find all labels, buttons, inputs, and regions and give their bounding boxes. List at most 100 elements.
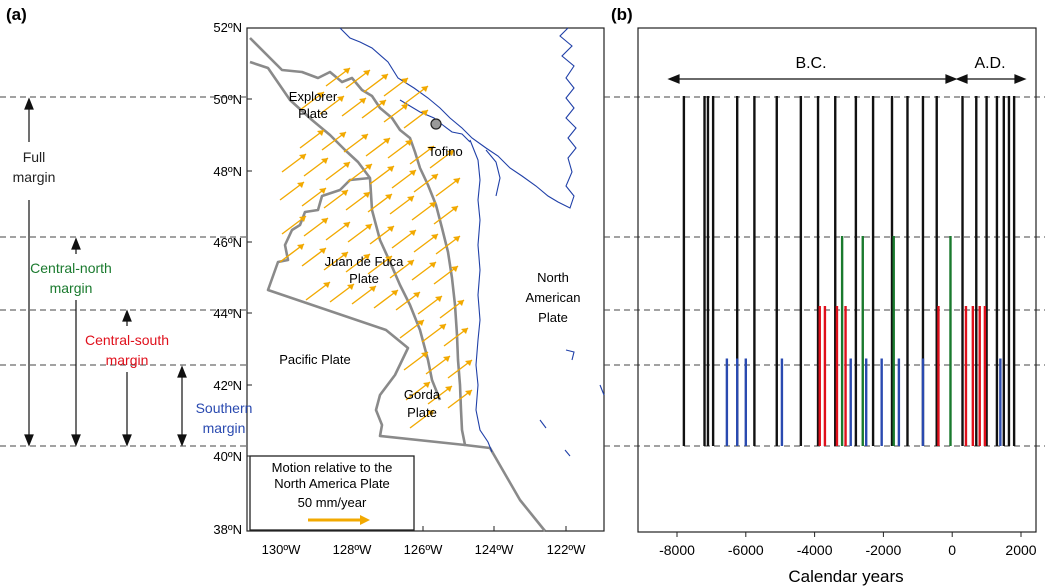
motion-arrow-head — [429, 202, 436, 208]
motion-arrow-head — [443, 356, 450, 362]
event-chart: -8000 -6000 -4000 -2000 0 2000 B.C. A.D. Cale… — [637, 27, 1037, 586]
vancouver-island — [399, 99, 471, 143]
motion-arrow-head — [387, 226, 394, 232]
motion-arrow-head — [337, 96, 344, 102]
motion-arrow-head — [421, 352, 428, 358]
x-tick-label: 2000 — [1005, 542, 1036, 558]
legend-arrow-head — [360, 515, 370, 525]
motion-arrow-head — [343, 68, 350, 74]
motion-arrow-head — [339, 132, 346, 138]
motion-arrow-head — [317, 92, 324, 98]
lon-label: 130ºW — [262, 542, 301, 557]
motion-arrow-head — [347, 284, 354, 290]
lake — [564, 449, 571, 457]
panel-b-label: (b) — [611, 5, 633, 24]
motion-arrow-head — [387, 166, 394, 172]
motion-arrow-head — [453, 236, 460, 242]
lake — [539, 419, 547, 429]
motion-arrow-head — [365, 164, 372, 170]
motion-arrow-head — [299, 216, 306, 222]
motion-arrow-head — [341, 190, 348, 196]
lon-axis: 130ºW 128ºW 126ºW 124ºW 122ºW — [262, 542, 586, 557]
motion-arrow-head — [457, 300, 464, 306]
motion-arrow-head — [445, 386, 452, 392]
legend-line-2: North America Plate — [274, 476, 390, 491]
motion-arrow-head — [435, 296, 442, 302]
lat-label: 42ºN — [213, 378, 242, 393]
lat-label: 50ºN — [213, 92, 242, 107]
x-tick-label: -4000 — [797, 542, 833, 558]
plate-label-jdf: Juan de Fuca — [325, 254, 405, 269]
motion-arrow-head — [317, 130, 324, 136]
lat-label: 44ºN — [213, 306, 242, 321]
margin-label-full: margin — [13, 169, 56, 185]
lat-label: 48ºN — [213, 164, 242, 179]
motion-arrow-head — [363, 192, 370, 198]
motion-arrow-head — [407, 196, 414, 202]
lat-label: 38ºN — [213, 522, 242, 537]
motion-arrow-head — [429, 262, 436, 268]
motion-arrow-head — [363, 70, 370, 76]
motion-arrow-head — [409, 170, 416, 176]
motion-arrow-head — [465, 390, 472, 396]
motion-arrow-head — [363, 254, 370, 260]
puget-sound — [485, 149, 501, 197]
lon-label: 122ºW — [547, 542, 586, 557]
motion-arrow-head — [421, 110, 428, 116]
motion-arrow-head — [431, 174, 438, 180]
margin-label-full: Full — [23, 149, 46, 165]
x-axis-title: Calendar years — [788, 567, 903, 586]
lat-axis: 52ºN 50ºN 48ºN 46ºN 44ºN 42ºN 40ºN 38ºN — [213, 20, 242, 537]
lon-label: 126ºW — [404, 542, 443, 557]
motion-arrow-head — [461, 328, 468, 334]
motion-arrow-head — [381, 74, 388, 80]
motion-arrow-head — [385, 194, 392, 200]
motion-arrow-head — [321, 158, 328, 164]
motion-arrow-head — [453, 178, 460, 184]
motion-arrow-head — [401, 104, 408, 110]
motion-arrow-head — [451, 206, 458, 212]
plate-label-na: American — [526, 290, 581, 305]
plate-label-pacific: Pacific Plate — [279, 352, 351, 367]
legend-line-1: Motion relative to the — [272, 460, 393, 475]
margin-label-central-north: margin — [50, 280, 93, 296]
city-label: Tofino — [428, 144, 463, 159]
motion-legend: Motion relative to the North America Pla… — [249, 455, 415, 531]
plate-label-jdf: Plate — [349, 271, 379, 286]
motion-arrow-head — [383, 138, 390, 144]
us-coast — [469, 139, 493, 453]
plate-boundaries — [249, 37, 547, 532]
motion-arrow-head — [385, 256, 392, 262]
motion-arrow-head — [423, 382, 430, 388]
margin-label-southern: margin — [203, 420, 246, 436]
plate-label-gorda: Plate — [407, 405, 437, 420]
motion-arrow-head — [417, 320, 424, 326]
motion-arrow-head — [439, 324, 446, 330]
lake — [565, 349, 575, 361]
lake — [599, 384, 605, 396]
motion-arrow-head — [421, 86, 428, 92]
motion-arrow-head — [343, 222, 350, 228]
bc-coast — [339, 27, 577, 209]
motion-arrow-head — [407, 260, 414, 266]
motion-arrow-head — [451, 266, 458, 272]
lat-label: 40ºN — [213, 449, 242, 464]
plate-label-gorda: Gorda — [404, 387, 441, 402]
subduction-zone-line — [249, 37, 547, 532]
margin-label-central-north: Central-north — [30, 260, 112, 276]
motion-arrow-head — [343, 162, 350, 168]
motion-arrow-head — [319, 248, 326, 254]
motion-arrow-head — [447, 150, 454, 156]
lon-label: 128ºW — [333, 542, 372, 557]
event-bars — [682, 96, 1016, 446]
plate-label-explorer: Explorer — [289, 89, 338, 104]
lat-label: 46ºN — [213, 235, 242, 250]
motion-arrow-head — [413, 292, 420, 298]
margin-extents: Full margin Central-north margin Central… — [0, 96, 1045, 447]
motion-arrow-head — [297, 244, 304, 250]
motion-arrow-head — [341, 252, 348, 258]
chart-frame — [637, 27, 1037, 533]
motion-arrow-head — [321, 218, 328, 224]
legend-box — [249, 455, 415, 531]
